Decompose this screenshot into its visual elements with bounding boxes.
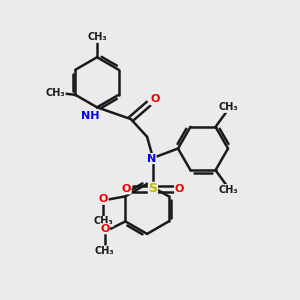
Text: CH₃: CH₃ <box>218 184 238 195</box>
Text: CH₃: CH₃ <box>46 88 65 98</box>
Text: CH₃: CH₃ <box>94 216 113 226</box>
Text: O: O <box>150 94 160 104</box>
Text: O: O <box>99 194 108 204</box>
Text: O: O <box>100 224 110 234</box>
Text: S: S <box>148 182 158 195</box>
Text: CH₃: CH₃ <box>218 102 238 112</box>
Text: CH₃: CH₃ <box>95 246 115 256</box>
Text: CH₃: CH₃ <box>87 32 107 42</box>
Text: O: O <box>122 184 131 194</box>
Text: NH: NH <box>81 110 100 121</box>
Text: N: N <box>147 154 156 164</box>
Text: O: O <box>175 184 184 194</box>
